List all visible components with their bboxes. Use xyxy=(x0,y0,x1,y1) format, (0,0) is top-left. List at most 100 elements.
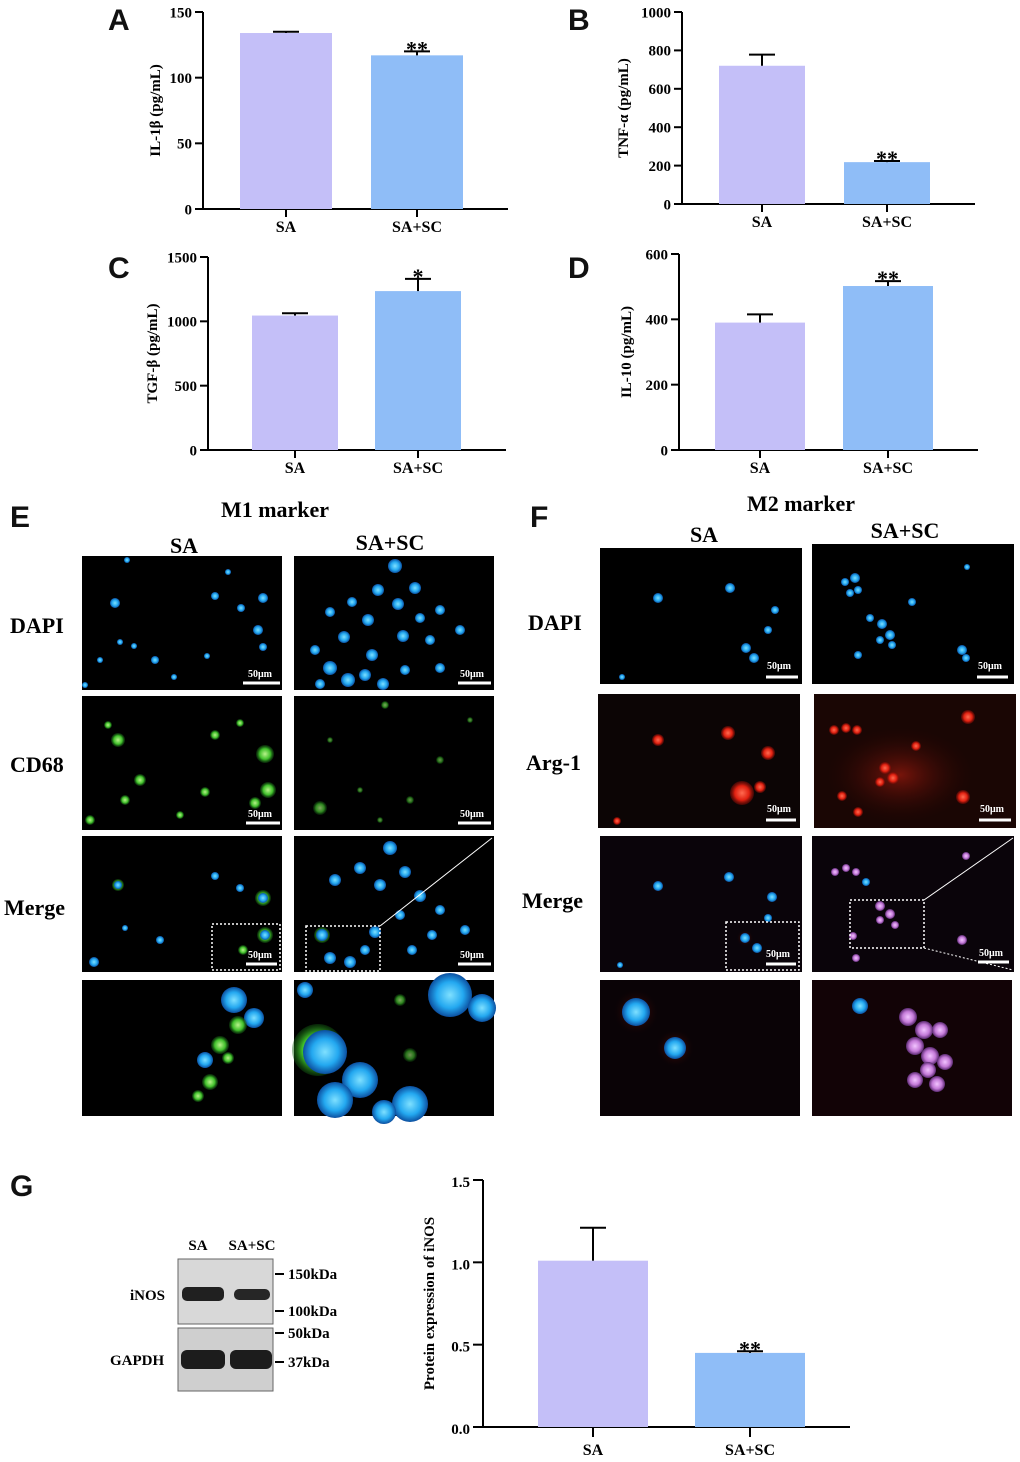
panel-letter-g: G xyxy=(10,1170,33,1203)
micrograph-e-dapi-sa: 50μm xyxy=(82,556,282,690)
micrograph-e-cd68-sasc: 50μm xyxy=(294,696,494,830)
y-tick-label: 50 xyxy=(177,137,192,153)
y-axis-label: IL-1β (pg/mL) xyxy=(148,64,164,157)
scale-bar-e-dapi-sasc: 50μm xyxy=(460,669,485,680)
y-tick-label: 1000 xyxy=(167,315,197,331)
micrograph-f-zoom-sa xyxy=(600,980,800,1116)
y-tick-label: 150 xyxy=(170,5,193,21)
y-tick-label: 0.5 xyxy=(451,1340,470,1356)
y-tick-label: 600 xyxy=(649,82,672,98)
y-axis-label: TGF-β (pg/mL) xyxy=(145,304,161,404)
panel-letter-a: A xyxy=(108,4,130,37)
bar-sa xyxy=(252,315,338,450)
micrograph-f-dapi-sasc: 50μm xyxy=(812,544,1014,684)
panel-f-row-arg1: Arg-1 xyxy=(526,750,581,775)
chart-il1b: 0 50 100 150 IL-1β (pg/mL) SA ** SA+SC xyxy=(148,5,508,236)
panel-e-row-merge: Merge xyxy=(4,895,65,920)
wb-band-label-gapdh: GAPDH xyxy=(110,1353,164,1369)
significance-marker: ** xyxy=(406,36,428,61)
panel-letter-c: C xyxy=(108,252,130,285)
bar-sa xyxy=(538,1260,648,1427)
scale-bar-e-dapi-sa: 50μm xyxy=(248,669,273,680)
chart-inos-expression: 0.0 0.5 1.0 1.5 Protein expression of iNOS SA… xyxy=(422,1175,850,1459)
wb-marker-50: 50kDa xyxy=(288,1326,330,1342)
micrograph-f-zoom-sasc xyxy=(812,980,1012,1116)
y-tick-label: 200 xyxy=(646,378,669,394)
chart-tgfb: 0 500 1000 1500 TGF-β (pg/mL) SA * SA+SC xyxy=(145,250,506,477)
panel-e-micrographs: M1 marker SA SA+SC DAPI CD68 Merge 50μm xyxy=(4,497,496,1124)
scale-bar-f-arg1-sasc: 50μm xyxy=(980,804,1005,815)
scale-bar-e-cd68-sasc: 50μm xyxy=(460,809,485,820)
micrograph-f-merge-sa: 50μm xyxy=(600,836,802,972)
wb-band-inos-sasc xyxy=(234,1289,270,1300)
micrograph-e-zoom-sa xyxy=(82,980,282,1116)
scale-bar-e-merge-sasc: 50μm xyxy=(460,950,485,961)
m2-marker-title: M2 marker xyxy=(747,491,855,516)
scale-bar-e-merge-sa: 50μm xyxy=(248,950,273,961)
y-axis-label: IL-10 (pg/mL) xyxy=(619,306,635,398)
y-tick-label: 100 xyxy=(170,71,193,87)
bar-sasc xyxy=(375,291,461,450)
panel-f-row-dapi: DAPI xyxy=(528,610,582,635)
micrograph-f-dapi-sa: 50μm xyxy=(600,548,802,684)
wb-band-gapdh-sa xyxy=(181,1350,225,1369)
wb-lane-sasc: SA+SC xyxy=(229,1238,276,1254)
panel-letter-e: E xyxy=(10,501,30,534)
panel-e-col-sasc: SA+SC xyxy=(356,530,425,555)
x-category-label: SA+SC xyxy=(863,460,913,477)
scale-bar-f-dapi-sa: 50μm xyxy=(767,661,792,672)
y-tick-label: 400 xyxy=(646,313,669,329)
m1-marker-title: M1 marker xyxy=(221,497,329,522)
significance-marker: ** xyxy=(877,266,899,291)
wb-band-inos-sa xyxy=(182,1287,224,1301)
significance-marker: ** xyxy=(876,146,898,171)
y-axis-label: Protein expression of iNOS xyxy=(422,1217,438,1390)
bar-sasc xyxy=(844,162,930,204)
wb-band-gapdh-sasc xyxy=(230,1350,272,1369)
western-blot: SA SA+SC iNOS GAPDH 150kDa 100kDa 50kDa … xyxy=(110,1238,338,1392)
x-category-label: SA xyxy=(285,460,306,477)
micrograph-f-arg1-sa: 50μm xyxy=(598,694,800,828)
significance-marker: ** xyxy=(739,1336,761,1361)
micrograph-e-zoom-sasc xyxy=(292,973,496,1124)
y-tick-label: 0 xyxy=(664,197,672,213)
scale-bar-f-merge-sasc: 50μm xyxy=(979,948,1004,959)
y-tick-label: 800 xyxy=(649,44,672,60)
panel-e-row-cd68: CD68 xyxy=(10,752,64,777)
scale-bar-f-dapi-sasc: 50μm xyxy=(978,661,1003,672)
bar-sasc xyxy=(695,1352,805,1427)
micrograph-e-dapi-sasc: 50μm xyxy=(294,556,494,690)
x-category-label: SA+SC xyxy=(862,214,912,231)
micrograph-f-merge-sasc: 50μm xyxy=(812,836,1014,972)
panel-e-row-dapi: DAPI xyxy=(10,613,64,638)
panel-letter-b: B xyxy=(568,4,590,37)
x-category-label: SA xyxy=(750,460,771,477)
panel-f-micrographs: M2 marker SA SA+SC DAPI Arg-1 Merge 50μm xyxy=(522,491,1016,1116)
x-category-label: SA xyxy=(276,219,297,236)
y-axis-label: TNF-α (pg/mL) xyxy=(616,58,632,158)
bar-sasc xyxy=(843,286,933,450)
y-tick-label: 0 xyxy=(190,443,198,459)
significance-marker: * xyxy=(413,264,424,289)
bar-sasc xyxy=(371,55,463,210)
wb-marker-37: 37kDa xyxy=(288,1355,330,1371)
panel-letter-f: F xyxy=(530,501,548,534)
y-tick-label: 1500 xyxy=(167,250,197,266)
y-tick-label: 500 xyxy=(175,379,198,395)
y-tick-label: 1.0 xyxy=(451,1257,470,1273)
y-tick-label: 0 xyxy=(661,443,669,459)
y-tick-label: 600 xyxy=(646,247,669,263)
wb-band-label-inos: iNOS xyxy=(130,1288,165,1304)
bar-sa xyxy=(240,33,332,209)
wb-lane-sa: SA xyxy=(188,1238,207,1254)
x-category-label: SA+SC xyxy=(393,460,443,477)
panel-f-col-sa: SA xyxy=(690,522,718,547)
y-tick-label: 1000 xyxy=(641,5,671,21)
y-tick-label: 0 xyxy=(185,202,193,218)
micrograph-e-cd68-sa: 50μm xyxy=(82,696,282,830)
panel-letter-d: D xyxy=(568,252,590,285)
panel-f-col-sasc: SA+SC xyxy=(871,518,940,543)
panel-f-row-merge: Merge xyxy=(522,888,583,913)
micrograph-e-merge-sa: 50μm xyxy=(82,836,282,972)
